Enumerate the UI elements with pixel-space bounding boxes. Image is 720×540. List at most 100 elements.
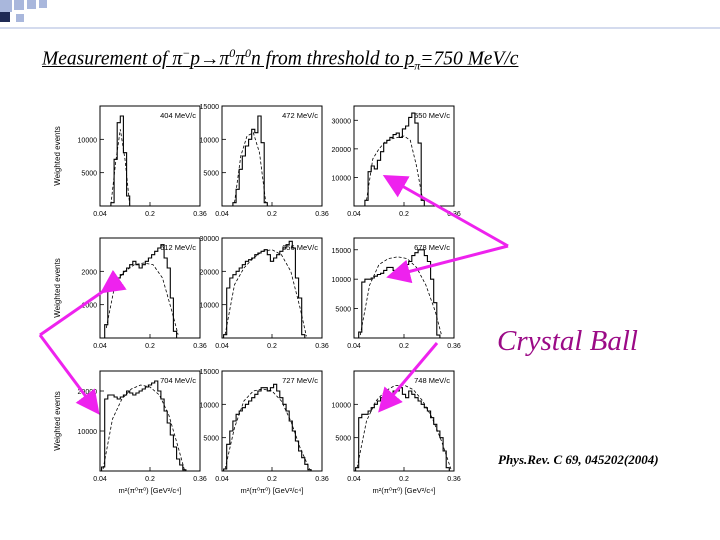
histogram-series: [101, 380, 187, 471]
crystal-ball-annotation: Crystal Ball: [497, 325, 638, 357]
panel: 10000 20000 30000 0.04 0.2 0.36 656 MeV/c: [200, 236, 329, 350]
y-tick-label: 10000: [332, 175, 352, 182]
y-axis-label: Weighted events: [53, 391, 62, 450]
y-tick-label: 30000: [200, 236, 220, 243]
y-axis-label: Weighted events: [53, 258, 62, 317]
x-tick-label: 0.04: [93, 476, 107, 483]
histogram-grid: 5000 10000 0.04 0.2 0.36 404 MeV/c Weighted ev…: [53, 104, 461, 495]
y-tick-label: 5000: [335, 307, 351, 314]
momentum-label: 678 MeV/c: [414, 243, 450, 252]
fit-curve-series: [234, 132, 267, 203]
y-tick-label: 20000: [332, 147, 352, 154]
deco-square: [27, 0, 36, 9]
panel-frame: [221, 237, 323, 339]
reference-citation: Phys.Rev. C 69, 045202(2004): [498, 452, 659, 467]
y-tick-label: 1000: [81, 303, 97, 310]
x-tick-label: 0.2: [145, 211, 155, 218]
y-tick-label: 10000: [200, 402, 220, 409]
x-tick-label: 0.36: [315, 343, 329, 350]
x-tick-label: 0.36: [447, 343, 461, 350]
x-tick-label: 0.36: [193, 211, 207, 218]
panel: 5000 10000 15000 0.04 0.2 0.36 678 MeV/c: [332, 237, 461, 350]
x-tick-label: 0.04: [215, 343, 229, 350]
x-tick-label: 0.04: [93, 211, 107, 218]
x-tick-label: 0.04: [347, 343, 361, 350]
deco-square: [39, 0, 47, 8]
y-tick-label: 20000: [200, 269, 220, 276]
y-tick-label: 15000: [200, 369, 220, 376]
fit-curve-series: [110, 129, 131, 205]
momentum-label: 748 MeV/c: [414, 376, 450, 385]
y-tick-label: 10000: [200, 303, 220, 310]
histogram-series: [110, 115, 131, 206]
panel: 5000 10000 0.04 0.2 0.36 748 MeV/c m²(π⁰π⁰) [G…: [332, 370, 461, 495]
fit-curve-series: [366, 135, 424, 201]
y-tick-label: 2000: [81, 269, 97, 276]
panel-frame: [221, 105, 323, 207]
x-tick-label: 0.36: [193, 476, 207, 483]
x-tick-label: 0.04: [347, 211, 361, 218]
momentum-label: 704 MeV/c: [160, 376, 196, 385]
panel-frame: [99, 105, 201, 207]
deco-square: [0, 12, 10, 22]
y-tick-label: 15000: [332, 248, 352, 255]
x-tick-label: 0.2: [399, 211, 409, 218]
fit-curve-series: [224, 388, 310, 470]
fit-curve-series: [356, 384, 452, 470]
x-tick-label: 0.36: [315, 211, 329, 218]
histogram-series: [364, 112, 425, 206]
panel-frame: [221, 370, 323, 472]
x-tick-label: 0.04: [93, 343, 107, 350]
x-tick-label: 0.04: [215, 211, 229, 218]
title-decoration-squares: [0, 0, 720, 29]
y-tick-label: 10000: [78, 137, 98, 144]
deco-square: [0, 0, 12, 12]
y-tick-label: 5000: [81, 171, 97, 178]
momentum-label: 612 MeV/c: [160, 243, 196, 252]
deco-square: [16, 14, 24, 22]
x-tick-label: 0.36: [193, 343, 207, 350]
y-tick-label: 5000: [203, 436, 219, 443]
panel-frame: [99, 237, 201, 339]
fit-curve-series: [359, 256, 442, 336]
momentum-label: 550 MeV/c: [414, 111, 450, 120]
panel: 10000 20000 0.04 0.2 0.36 704 MeV/c Weighted e…: [53, 370, 207, 495]
histogram-series: [223, 240, 306, 338]
x-tick-label: 0.2: [399, 343, 409, 350]
momentum-label: 404 MeV/c: [160, 111, 196, 120]
momentum-label: 656 MeV/c: [282, 243, 318, 252]
y-tick-label: 10000: [78, 429, 98, 436]
y-tick-label: 15000: [200, 104, 220, 111]
x-tick-label: 0.04: [347, 476, 361, 483]
x-tick-label: 0.2: [399, 476, 409, 483]
x-tick-label: 0.2: [145, 343, 155, 350]
y-axis-label: Weighted events: [53, 126, 62, 185]
momentum-label: 472 MeV/c: [282, 111, 318, 120]
panel-frame: [99, 370, 201, 472]
fit-curve-series: [102, 384, 185, 470]
x-tick-label: 0.2: [267, 343, 277, 350]
deco-square: [14, 0, 24, 10]
slide-title: Measurement of π−p→π0π0n from threshold …: [42, 46, 519, 73]
x-tick-label: 0.2: [267, 476, 277, 483]
y-tick-label: 5000: [203, 171, 219, 178]
x-axis-label: m²(π⁰π⁰) [GeV²/c⁴]: [373, 486, 436, 495]
x-tick-label: 0.2: [145, 476, 155, 483]
panel: 5000 10000 15000 0.04 0.2 0.36 727 MeV/c m²(π⁰π…: [200, 369, 329, 495]
y-tick-label: 10000: [332, 402, 352, 409]
momentum-label: 727 MeV/c: [282, 376, 318, 385]
x-tick-label: 0.2: [267, 211, 277, 218]
panel: 1000 2000 0.04 0.2 0.36 612 MeV/c Weighted eve…: [53, 237, 207, 350]
x-tick-label: 0.36: [447, 211, 461, 218]
y-tick-label: 20000: [78, 389, 98, 396]
panel: 5000 10000 15000 0.04 0.2 0.36 472 MeV/c: [200, 104, 329, 218]
y-tick-label: 5000: [335, 436, 351, 443]
panel-frame: [353, 105, 455, 207]
x-tick-label: 0.36: [447, 476, 461, 483]
y-tick-label: 30000: [332, 118, 352, 125]
x-axis-label: m²(π⁰π⁰) [GeV²/c⁴]: [241, 486, 304, 495]
x-tick-label: 0.04: [215, 476, 229, 483]
panel-frame: [353, 370, 455, 472]
x-tick-label: 0.36: [315, 476, 329, 483]
panel: 10000 20000 30000 0.04 0.2 0.36 550 MeV/c: [332, 105, 461, 218]
